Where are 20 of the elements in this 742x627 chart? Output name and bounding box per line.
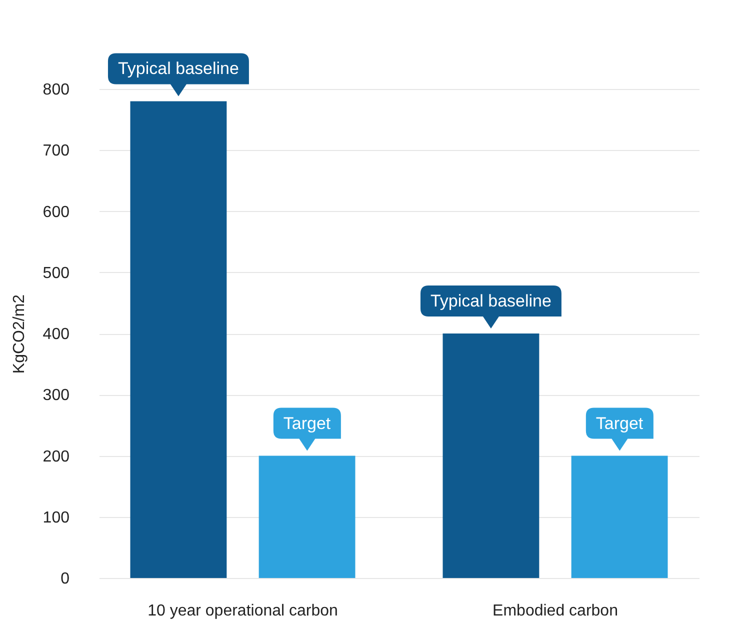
text: Target [596, 414, 644, 433]
bar [258, 456, 356, 578]
y-tick-label: 200 [42, 448, 70, 466]
y-tick-label: 100 [42, 509, 70, 526]
series-label: Target [283, 414, 331, 433]
y-tick-label: 800 [42, 82, 70, 98]
text: Typical baseline [430, 292, 552, 310]
y-tick-label: 500 [42, 264, 70, 282]
y-axis-title: KgCO2/m2 [10, 294, 28, 374]
series-label: Typical baseline [118, 59, 239, 78]
x-tick-label: 10 year operational carbon [148, 602, 338, 620]
y-tick-label: 0 [60, 570, 70, 588]
y-tick-label: 400 [42, 326, 70, 343]
y-tick-label: 600 [42, 204, 70, 221]
bar [571, 456, 668, 578]
bar [442, 334, 540, 578]
y-tick-label: 300 [42, 387, 70, 404]
x-tick-label: Embodied carbon [492, 602, 618, 620]
bar [130, 101, 227, 578]
y-tick-label: 700 [42, 142, 70, 160]
